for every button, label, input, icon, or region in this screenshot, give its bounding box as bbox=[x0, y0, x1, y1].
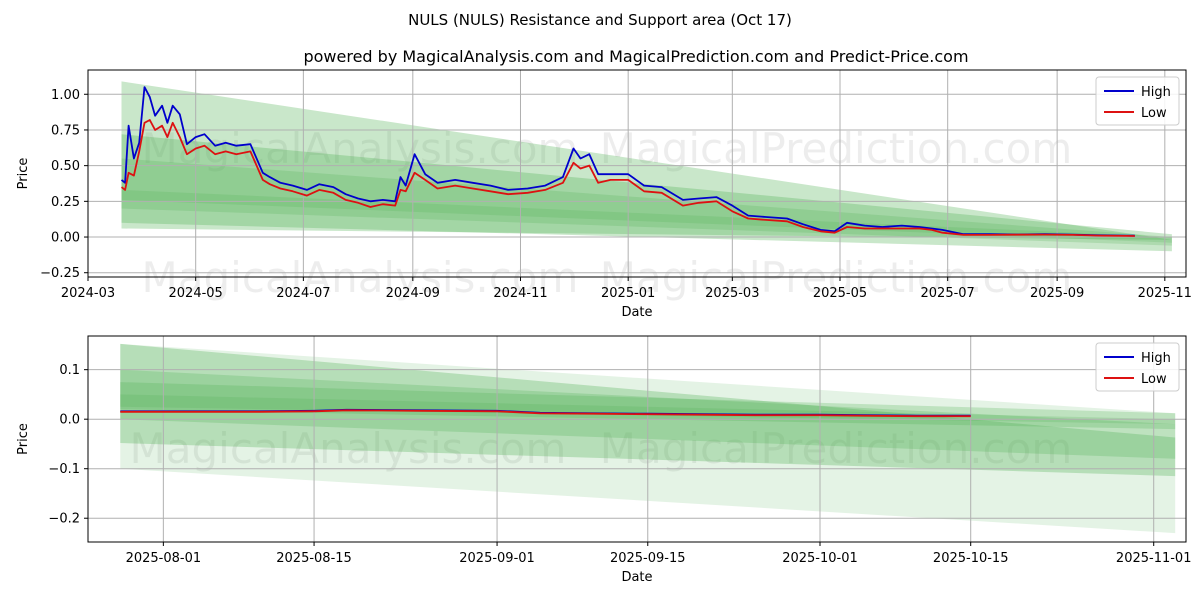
legend-high-label: High bbox=[1141, 351, 1171, 366]
y-tick-label: −0.25 bbox=[40, 266, 80, 281]
x-tick-label: 2025-10-01 bbox=[782, 551, 858, 566]
x-tick-label: 2025-03 bbox=[705, 286, 759, 301]
y-tick-label: 0.25 bbox=[51, 195, 80, 210]
x-tick-label: 2025-11-01 bbox=[1116, 551, 1192, 566]
x-tick-label: 2025-01 bbox=[601, 286, 655, 301]
y-tick-label: 0.50 bbox=[51, 159, 80, 174]
x-tick-label: 2024-11 bbox=[493, 286, 547, 301]
y-tick-label: −0.2 bbox=[48, 512, 80, 527]
y-axis-label: Price bbox=[16, 423, 31, 455]
series-low-line bbox=[120, 119, 1135, 237]
x-tick-group: 2025-08-01 2025-08-15 2025-09-01 2025-09-15… bbox=[126, 542, 1192, 566]
watermark-text: MagicalPrediction.com bbox=[600, 124, 1073, 173]
y-tick-label: 0.0 bbox=[59, 413, 80, 428]
series-group bbox=[120, 86, 1135, 237]
x-tick-label: 2024-09 bbox=[386, 286, 440, 301]
x-tick-label: 2025-08-15 bbox=[276, 551, 352, 566]
x-tick-label: 2024-05 bbox=[169, 286, 223, 301]
axes-frame bbox=[87, 69, 1187, 278]
series-group bbox=[120, 408, 971, 418]
series-low-line bbox=[120, 409, 971, 418]
x-tick-label: 2025-10-15 bbox=[933, 551, 1009, 566]
y-tick-label: −0.1 bbox=[48, 462, 80, 477]
x-tick-label: 2025-05 bbox=[813, 286, 867, 301]
watermark-text: MagicalPrediction.com bbox=[600, 424, 1073, 473]
resistance-support-band-4 bbox=[121, 189, 1172, 243]
x-axis-label: Date bbox=[621, 305, 652, 320]
top-chart-panel: MagicalAnalysis.com MagicalPrediction.co… bbox=[16, 69, 1192, 320]
resistance-support-band-2 bbox=[121, 134, 1172, 252]
legend-low-label: Low bbox=[1141, 106, 1167, 121]
legend: High Low bbox=[1095, 342, 1180, 392]
x-tick-label: 2025-11 bbox=[1138, 286, 1192, 301]
x-tick-label: 2025-07 bbox=[921, 286, 975, 301]
grid-group bbox=[88, 336, 1186, 542]
axes-frame bbox=[87, 335, 1187, 543]
y-tick-group: −0.25 0.00 0.25 0.50 0.75 1.00 bbox=[40, 88, 88, 281]
y-axis-label: Price bbox=[16, 158, 31, 190]
legend-high-label: High bbox=[1141, 85, 1171, 100]
watermark-text: MagicalAnalysis.com bbox=[142, 124, 579, 173]
legend-low-label: Low bbox=[1141, 372, 1167, 387]
bottom-chart-panel: MagicalAnalysis.com MagicalPrediction.co… bbox=[16, 335, 1192, 585]
y-tick-label: 0.75 bbox=[51, 123, 80, 138]
y-tick-group: −0.2 −0.1 0.0 0.1 bbox=[48, 363, 88, 527]
x-tick-label: 2024-07 bbox=[276, 286, 330, 301]
chart-title: NULS (NULS) Resistance and Support area … bbox=[408, 11, 792, 29]
legend: High Low bbox=[1095, 76, 1180, 126]
x-axis-label: Date bbox=[621, 570, 652, 585]
y-tick-label: 0.00 bbox=[51, 231, 80, 246]
x-tick-group: 2024-03 2024-05 2024-07 2024-09 2024-11 2025-… bbox=[61, 277, 1192, 301]
x-tick-label: 2025-08-01 bbox=[126, 551, 202, 566]
x-tick-label: 2025-09-01 bbox=[459, 551, 535, 566]
watermark-text: MagicalAnalysis.com bbox=[130, 424, 567, 473]
chart-subtitle: powered by MagicalAnalysis.com and Magic… bbox=[303, 47, 968, 66]
x-tick-label: 2024-03 bbox=[61, 286, 115, 301]
y-tick-label: 0.1 bbox=[59, 363, 80, 378]
series-high-line bbox=[120, 86, 1135, 237]
x-tick-label: 2025-09 bbox=[1030, 286, 1084, 301]
grid-group bbox=[87, 70, 1186, 277]
y-tick-label: 1.00 bbox=[51, 88, 80, 103]
x-tick-label: 2025-09-15 bbox=[610, 551, 686, 566]
resistance-support-band-3 bbox=[121, 158, 1172, 246]
